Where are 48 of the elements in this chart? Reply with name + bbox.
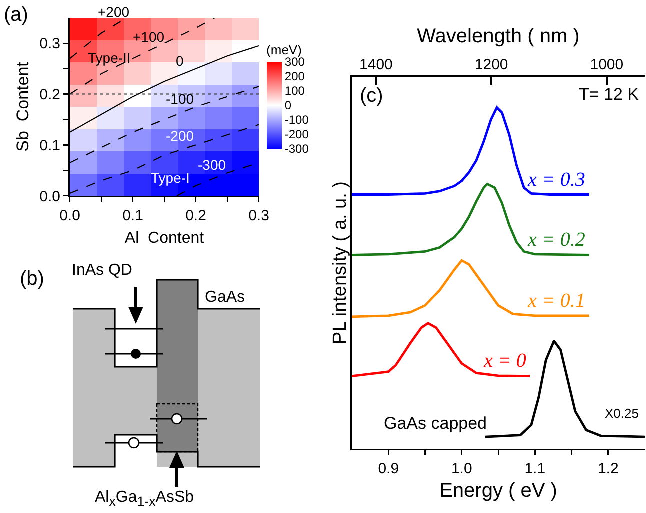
series-label: -100: [166, 91, 194, 107]
series-label: 0: [176, 53, 184, 69]
series-label: x = 0.3: [527, 169, 586, 191]
y-tick-label: 0.3: [40, 36, 60, 53]
x-tick-label: 0.0: [60, 208, 80, 224]
x-tick-label: 0.2: [186, 208, 206, 224]
y-tick-label: 0.1: [40, 137, 60, 154]
color-bar-title: (meV): [266, 42, 302, 58]
y-tick-label: 0.2: [40, 86, 60, 104]
x2-tick-label: 1000: [590, 56, 624, 74]
annotation: Type-I: [151, 170, 190, 186]
color-bar-label: 200: [284, 69, 306, 84]
series-label: GaAs capped: [384, 414, 488, 433]
x-axis-title: Energy ( eV ): [440, 480, 558, 502]
text: GaAs: [205, 289, 246, 307]
x2-axis-title: Wavelength ( nm ): [417, 25, 580, 48]
y-axis-title: PL intensity ( a. u. ): [330, 182, 351, 344]
x2-tick-label: 1400: [360, 56, 393, 74]
y-tick-label: 0.0: [40, 188, 60, 206]
text: Al$_{x}$Ga$_{1-x}$AsSb: [95, 489, 194, 510]
text: (a): [4, 4, 28, 26]
x-tick-label: 1.2: [598, 460, 619, 478]
y-axis-title: Sb Content: [13, 62, 32, 152]
series-label: -200: [166, 128, 194, 144]
x-axis-title: Al Content: [124, 230, 205, 247]
color-bar-label: 100: [284, 84, 306, 98]
series-label: +200: [98, 4, 130, 20]
x-tick-label: 0.9: [378, 460, 400, 478]
text: (c): [360, 85, 384, 107]
color-bar-label: -100: [284, 112, 310, 127]
x-tick-label: 1.1: [524, 460, 546, 478]
series-label: x = 0.2: [527, 229, 586, 251]
text: T= 12 K: [579, 85, 640, 104]
annotation: Type-II: [88, 50, 131, 66]
x-tick-label: 1.0: [451, 460, 472, 478]
series-label: +100: [133, 29, 165, 45]
x-tick-label: 0.1: [122, 208, 144, 224]
color-bar-label: 0: [284, 98, 292, 112]
text: InAs QD: [72, 262, 132, 280]
color-bar-label: -300: [284, 142, 310, 156]
x-tick-label: 0.3: [248, 208, 270, 224]
annotation: X0.25: [605, 406, 639, 421]
series-label: x = 0: [483, 350, 526, 372]
text: (b): [20, 268, 44, 291]
x2-tick-label: 1200: [474, 56, 508, 74]
series-label: x = 0.1: [527, 290, 586, 312]
color-bar-label: -200: [284, 127, 310, 142]
series-label: -300: [198, 157, 226, 173]
